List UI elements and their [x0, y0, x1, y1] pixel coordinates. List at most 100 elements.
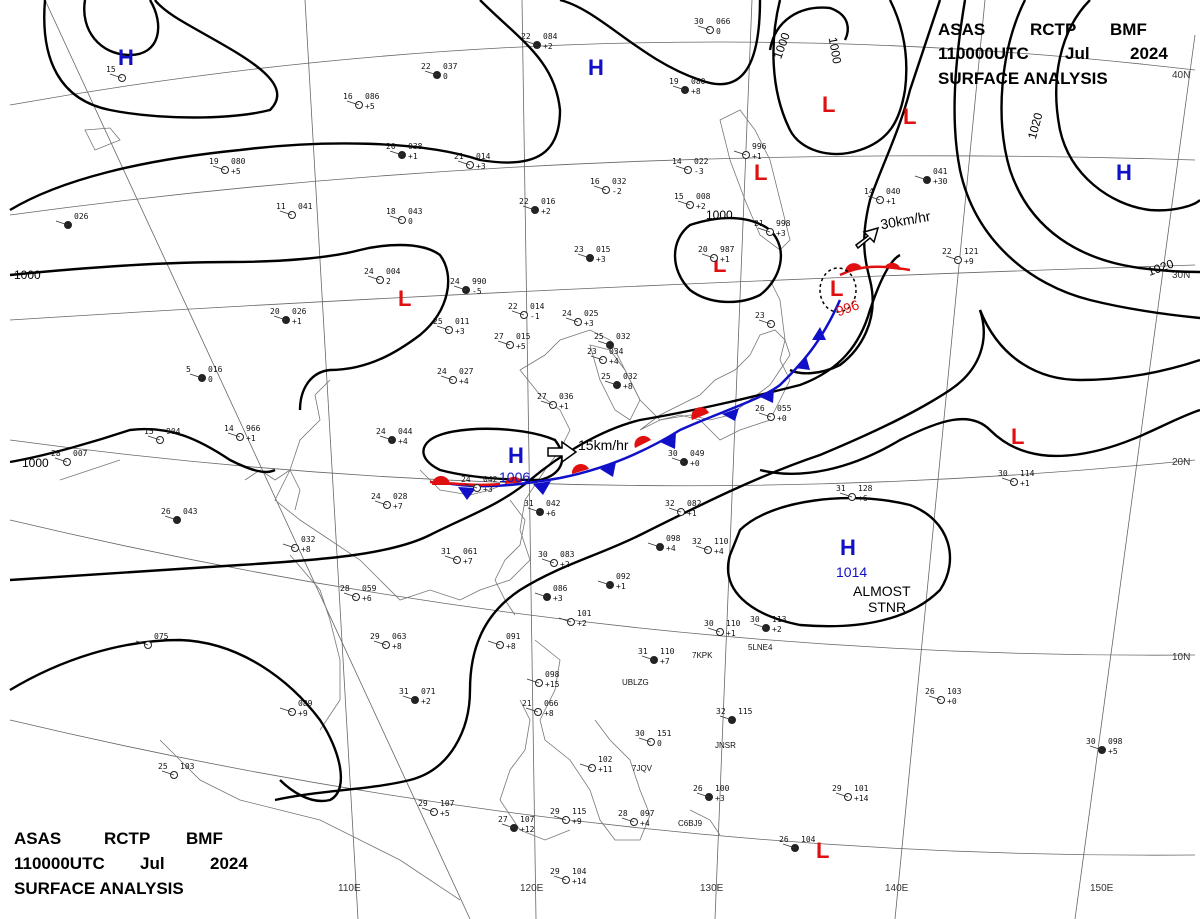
- station-temperature: 30: [668, 449, 678, 458]
- wind-barb-icon: [464, 483, 478, 489]
- station-temperature: 16: [343, 92, 353, 101]
- station-plot: 25 011+3: [433, 317, 470, 336]
- wind-barb-icon: [55, 220, 69, 226]
- station-temperature: 24: [371, 492, 381, 501]
- isobar-label: 1000: [706, 208, 733, 222]
- station-pressure: 015: [516, 332, 531, 341]
- wind-barb-icon: [621, 817, 635, 823]
- high-pressure-label: H: [508, 443, 524, 468]
- isobar-label: 1020: [1025, 111, 1046, 141]
- wind-barb-icon: [189, 373, 203, 379]
- station-temperature: 26: [779, 835, 789, 844]
- wind-barb-icon: [487, 640, 501, 646]
- station-plot: 11 041: [276, 202, 313, 219]
- station-temperature: 22: [942, 247, 952, 256]
- station-pressure: 061: [463, 547, 478, 556]
- station-tendency: +2: [696, 202, 706, 211]
- station-tendency: +3: [455, 327, 465, 336]
- station-pressure: 987: [720, 245, 735, 254]
- station-temperature: 32: [692, 537, 702, 546]
- station-temperature: 32: [665, 499, 675, 508]
- wind-barb-icon: [511, 310, 525, 316]
- station-plot: 20 038+1: [386, 142, 423, 161]
- station-tendency: -3: [694, 167, 704, 176]
- low-pressure-label: L: [830, 276, 843, 301]
- station-tendency: +8: [301, 545, 311, 554]
- station-pressure: 098: [1108, 737, 1123, 746]
- low-pressure-label: L: [1011, 424, 1024, 449]
- high-pressure-label: H: [840, 535, 856, 560]
- coastline: [289, 554, 341, 731]
- header-text: BMF: [1110, 20, 1147, 39]
- wind-barb-icon: [638, 737, 652, 743]
- station-pressure: 110: [660, 647, 675, 656]
- station-pressure: 040: [886, 187, 901, 196]
- station-pressure: 032: [612, 177, 627, 186]
- station-plot: 21 066+8: [522, 699, 559, 718]
- isobar: [9, 243, 450, 411]
- station-tendency: +9: [572, 817, 582, 826]
- station-tendency: +1: [752, 152, 762, 161]
- station-pressure: 026: [74, 212, 89, 221]
- isobar: [9, 427, 276, 474]
- station-plot: 23 034+4: [587, 347, 624, 366]
- wind-barb-icon: [647, 542, 661, 548]
- station-pressure: 025: [584, 309, 599, 318]
- wind-barb-icon: [553, 815, 567, 821]
- station-tendency: +5: [440, 809, 450, 818]
- wind-barb-icon: [374, 500, 388, 506]
- station-temperature: 29: [418, 799, 428, 808]
- motion-arrow-icon: [547, 440, 578, 464]
- station-id: 7JQV: [632, 764, 653, 773]
- station-temperature: 21: [454, 152, 464, 161]
- station-plot: 26 055+0: [755, 404, 792, 423]
- isobar-label: 1000: [22, 456, 49, 470]
- wind-barb-icon: [604, 380, 618, 386]
- header-text: 2024: [210, 854, 248, 873]
- header-text: SURFACE ANALYSIS: [938, 69, 1108, 88]
- station-pressure: 098: [545, 670, 560, 679]
- station-pressure: 102: [598, 755, 613, 764]
- wind-barb-icon: [697, 25, 711, 31]
- station-plot: 102+11: [579, 755, 613, 774]
- wind-barb-icon: [928, 695, 942, 701]
- wind-barb-icon: [914, 175, 928, 181]
- header-text: 110000UTC: [14, 854, 105, 873]
- station-temperature: 31: [524, 499, 534, 508]
- station-plot: 25 032+8: [601, 372, 638, 391]
- stationary-label: STNR: [868, 599, 906, 615]
- station-temperature: 31: [399, 687, 409, 696]
- header-text: Jul: [140, 854, 165, 873]
- station-temperature: 25: [433, 317, 443, 326]
- warm-front-semicircle: [432, 476, 450, 485]
- wind-barb-icon: [534, 592, 548, 598]
- station-pressure: 049: [690, 449, 705, 458]
- low-pressure-label: L: [754, 160, 767, 185]
- latitude-label: 40N: [1172, 70, 1190, 81]
- wind-barb-icon: [524, 40, 538, 46]
- station-tendency: +15: [545, 680, 560, 689]
- station-tendency: +6: [858, 494, 868, 503]
- station-pressure: 044: [398, 427, 413, 436]
- low-pressure-label: L: [816, 838, 829, 863]
- station-plot: 30 049+0: [668, 449, 705, 468]
- station-plot: 27 036+1: [537, 392, 574, 411]
- station-tendency: -5: [472, 287, 482, 296]
- wind-barb-icon: [553, 875, 567, 881]
- station-pressure: 066: [544, 699, 559, 708]
- high-pressure-label: H: [1116, 160, 1132, 185]
- station-tendency: +4: [398, 437, 408, 446]
- cold-front-triangle: [812, 327, 826, 340]
- wind-barb-icon: [675, 165, 689, 171]
- isobar: [759, 408, 1200, 475]
- station-tendency: 0: [208, 375, 213, 384]
- station-temperature: 22: [519, 197, 529, 206]
- station-pressure: 055: [777, 404, 792, 413]
- stationary-label: ALMOST: [853, 583, 911, 599]
- station-plot: 29 101+14: [832, 784, 869, 803]
- station-temperature: 26: [925, 687, 935, 696]
- coastline: [159, 739, 461, 901]
- station-pressure: 032: [623, 372, 638, 381]
- station-pressure: 083: [560, 550, 575, 559]
